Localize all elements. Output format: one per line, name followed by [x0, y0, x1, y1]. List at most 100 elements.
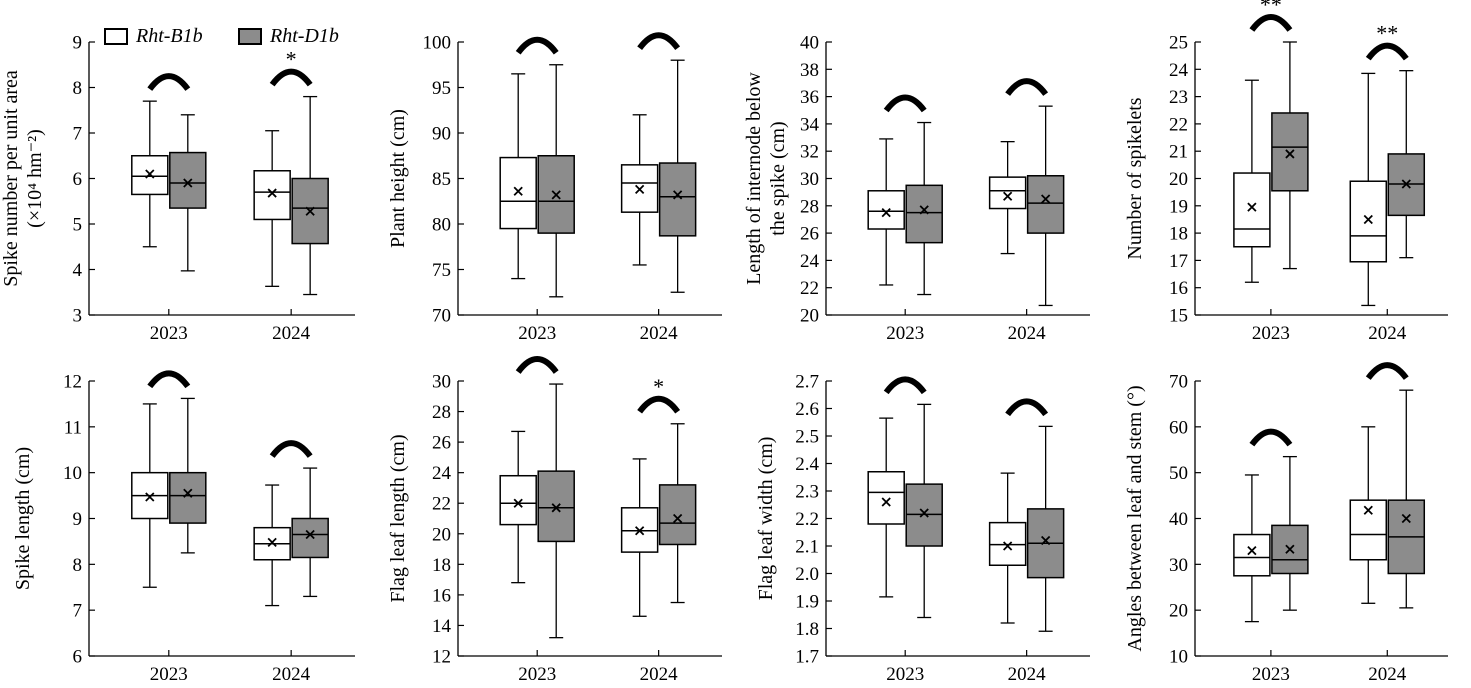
- x-tick-label: 2023: [518, 323, 556, 344]
- iqr-box: [499, 156, 537, 230]
- iqr-box: [1271, 112, 1309, 192]
- mean-marker: [1363, 214, 1373, 225]
- y-tick-label: 24: [1169, 60, 1189, 81]
- box-rht-b1b-2023: [1233, 474, 1271, 623]
- significance-label: **: [1260, 0, 1282, 17]
- iqr-box: [1349, 180, 1388, 263]
- iqr-box: [658, 484, 697, 546]
- y-tick-label: 15: [1169, 306, 1188, 327]
- box-rht-d1b-2024: [658, 423, 697, 604]
- mean-marker: [513, 498, 523, 508]
- y-axis-label: Number of spikelets: [1124, 97, 1146, 259]
- mean-marker: [919, 508, 929, 518]
- mean-marker: [1247, 545, 1257, 556]
- y-tick-label: 20: [1169, 601, 1188, 622]
- y-tick-label: 2.4: [795, 454, 819, 475]
- box-rht-d1b-2023: [1271, 455, 1309, 611]
- legend-label-rht-d1b: Rht-D1b: [270, 24, 339, 47]
- x-tick-label: 2024: [640, 664, 679, 685]
- mean-marker: [267, 537, 277, 547]
- significance-label: *: [286, 47, 297, 72]
- x-tick-label: 2024: [272, 664, 311, 685]
- panel-6: 12 14 16 18 20 22 24 26 28 30 2023 2024 Flag leaf le…: [387, 356, 722, 685]
- x-tick-label: 2023: [150, 664, 188, 685]
- box-rht-d1b-2024: [1026, 425, 1065, 632]
- x-tick-label: 2024: [1368, 323, 1407, 344]
- y-tick-label: 18: [432, 555, 451, 576]
- comparison-bracket: [1249, 14, 1293, 32]
- box-rht-d1b-2024: [291, 467, 329, 598]
- mean-marker: [1041, 535, 1051, 546]
- box-rht-d1b-2023: [905, 403, 943, 619]
- box-rht-b1b-2024: [253, 130, 291, 287]
- iqr-box: [1026, 175, 1065, 234]
- mean-marker: [183, 178, 193, 188]
- box-rht-d1b-2023: [537, 64, 575, 298]
- y-tick-label: 38: [800, 60, 819, 81]
- box-rht-b1b-2023: [1233, 79, 1271, 283]
- box-rht-d1b-2024: [1387, 389, 1426, 609]
- y-tick-label: 20: [1169, 169, 1188, 190]
- y-tick-label: 17: [1169, 251, 1188, 272]
- x-tick-label: 2023: [518, 664, 556, 685]
- y-tick-label: 12: [432, 647, 451, 668]
- y-tick-label: 30: [800, 169, 819, 190]
- significance-label: *: [653, 374, 664, 399]
- mean-marker: [1003, 541, 1013, 551]
- box-rht-b1b-2024: [988, 472, 1027, 624]
- y-axis-label: Angles between leaf and stem (°): [1124, 385, 1146, 651]
- y-axis-label: Flag leaf length (cm): [387, 434, 409, 602]
- comparison-bracket: [1249, 428, 1293, 447]
- y-axis-label: (×10⁴ hm⁻²): [24, 129, 46, 228]
- comparison-bracket: [883, 94, 927, 113]
- y-tick-label: 21: [1169, 142, 1188, 163]
- mean-marker: [1247, 202, 1257, 212]
- mean-marker: [1041, 194, 1051, 204]
- y-tick-label: 90: [432, 124, 451, 145]
- x-tick-label: 2023: [1252, 323, 1290, 344]
- box-rht-d1b-2023: [169, 397, 207, 554]
- box-rht-b1b-2024: [988, 140, 1027, 255]
- y-tick-label: 16: [1169, 278, 1188, 299]
- mean-marker: [1363, 505, 1373, 515]
- y-tick-label: 22: [1169, 114, 1188, 135]
- iqr-box: [169, 151, 207, 209]
- y-tick-label: 26: [800, 224, 819, 245]
- x-tick-label: 2024: [640, 323, 679, 344]
- y-tick-label: 30: [1169, 555, 1188, 576]
- iqr-box: [537, 470, 575, 543]
- mean-marker: [635, 526, 645, 536]
- panel-5: 6 7 8 9 10 11 12 2023 2024 Spike length (cm): [12, 370, 355, 685]
- x-tick-label: 2024: [1008, 323, 1047, 344]
- mean-marker: [1401, 513, 1411, 524]
- comparison-bracket: [1365, 42, 1409, 61]
- x-tick-label: 2023: [1252, 664, 1290, 685]
- y-tick-label: 24: [432, 463, 452, 484]
- y-tick-label: 85: [432, 169, 451, 190]
- comparison-bracket: [147, 370, 191, 389]
- y-tick-label: 2.0: [795, 564, 819, 585]
- iqr-box: [1233, 533, 1271, 577]
- y-tick-label: 5: [73, 215, 83, 236]
- y-tick-label: 10: [63, 463, 82, 484]
- y-axis-label: Plant height (cm): [387, 109, 409, 248]
- mean-marker: [551, 503, 561, 513]
- y-axis-label: Spike number per unit area: [0, 70, 22, 287]
- y-tick-label: 30: [432, 372, 451, 393]
- comparison-bracket: [515, 36, 559, 55]
- y-tick-label: 16: [432, 585, 451, 606]
- comparison-bracket: [1365, 362, 1409, 381]
- y-tick-label: 1.9: [795, 592, 819, 613]
- y-axis-label: Spike length (cm): [12, 447, 34, 590]
- mean-marker: [305, 529, 315, 540]
- iqr-box: [905, 184, 943, 244]
- x-tick-label: 2024: [272, 323, 311, 344]
- y-axis-label: Length of internode below: [743, 72, 765, 285]
- y-tick-label: 18: [1169, 224, 1188, 245]
- significance-label: **: [1376, 21, 1398, 46]
- legend-swatch-rht-b1b: [104, 27, 128, 45]
- box-rht-d1b-2023: [1271, 41, 1309, 270]
- y-tick-label: 28: [800, 196, 819, 217]
- iqr-box: [1233, 172, 1271, 248]
